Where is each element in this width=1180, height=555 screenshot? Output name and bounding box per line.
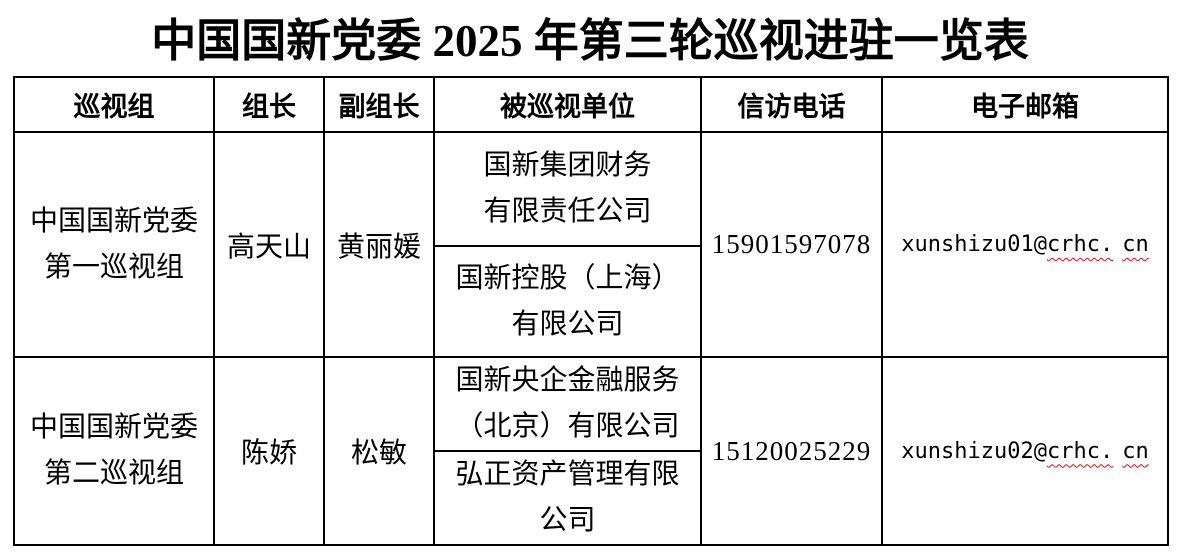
page-title: 中国国新党委 2025 年第三轮巡视进驻一览表 xyxy=(151,16,1029,66)
group-leader-cell: 高天山 xyxy=(213,131,325,358)
email-cell: xunshizu02@crhc. cn xyxy=(881,356,1169,546)
email-domain-part: crhc. xyxy=(1046,232,1114,257)
inspected-unit-cell: 弘正资产管理有限 公司 xyxy=(433,450,702,546)
inspected-unit-cell: 国新控股（上海） 有限公司 xyxy=(433,245,702,358)
table-row: 中国国新党委 第一巡视组 高天山 黄丽媛 国新集团财务 有限责任公司 15901… xyxy=(13,131,1169,358)
unit-name-line1: 国新央企金融服务 xyxy=(455,365,680,396)
header-petition-phone: 信访电话 xyxy=(700,76,883,133)
unit-name-line1: 国新集团财务 xyxy=(483,150,652,181)
email-tld-part: cn xyxy=(1122,232,1149,257)
group-leader-cell: 陈娇 xyxy=(213,356,325,546)
group-name-cell: 中国国新党委 第二巡视组 xyxy=(13,356,215,546)
table-row: 弘正资产管理有限 公司 xyxy=(14,450,1168,546)
header-group-leader: 组长 xyxy=(213,76,325,133)
unit-name-line2: 有限责任公司 xyxy=(483,196,652,227)
table-row: 中国国新党委 第二巡视组 陈娇 松敏 国新央企金融服务 （北京）有限公司 151… xyxy=(13,356,1169,546)
group-name-line2: 第一巡视组 xyxy=(43,251,184,283)
email-user-part: xunshizu02@ xyxy=(901,438,1047,464)
deputy-leader-cell: 黄丽媛 xyxy=(323,131,435,358)
header-inspection-group: 巡视组 xyxy=(13,76,215,133)
group-name-line1: 中国国新党委 xyxy=(29,412,198,443)
unit-name-line2: 有限公司 xyxy=(511,308,624,340)
table-row: 国新控股（上海） 有限公司 xyxy=(14,245,1168,358)
petition-phone-cell: 15120025229 xyxy=(700,356,883,546)
header-deputy-leader: 副组长 xyxy=(323,76,435,133)
table-header-row: 巡视组 组长 副组长 被巡视单位 信访电话 电子邮箱 xyxy=(13,76,1169,133)
header-email: 电子邮箱 xyxy=(881,76,1169,133)
petition-phone-cell: 15901597078 xyxy=(700,131,883,358)
unit-name-line1: 国新控股（上海） xyxy=(455,262,680,294)
unit-name-line1: 弘正资产管理有限 xyxy=(455,459,680,490)
group-name-cell: 中国国新党委 第一巡视组 xyxy=(13,131,215,358)
inspected-unit-cell: 国新央企金融服务 （北京）有限公司 xyxy=(433,356,702,452)
deputy-leader-cell: 松敏 xyxy=(323,356,435,546)
email-user-part: xunshizu01@ xyxy=(901,232,1047,257)
group-name-line1: 中国国新党委 xyxy=(29,205,198,237)
unit-name-line2: 公司 xyxy=(539,505,596,536)
unit-name-line2: （北京）有限公司 xyxy=(455,411,680,442)
email-tld-part: cn xyxy=(1122,438,1149,464)
inspected-unit-cell: 国新集团财务 有限责任公司 xyxy=(433,131,702,247)
group-name-line2: 第二巡视组 xyxy=(43,458,184,489)
email-cell: xunshizu01@crhc. cn xyxy=(881,131,1169,358)
header-inspected-units: 被巡视单位 xyxy=(433,76,702,133)
inspection-roster-table: 巡视组 组长 副组长 被巡视单位 信访电话 电子邮箱 中国国新党委 第一巡视组 … xyxy=(13,76,1169,546)
email-domain-part: crhc. xyxy=(1046,438,1114,464)
